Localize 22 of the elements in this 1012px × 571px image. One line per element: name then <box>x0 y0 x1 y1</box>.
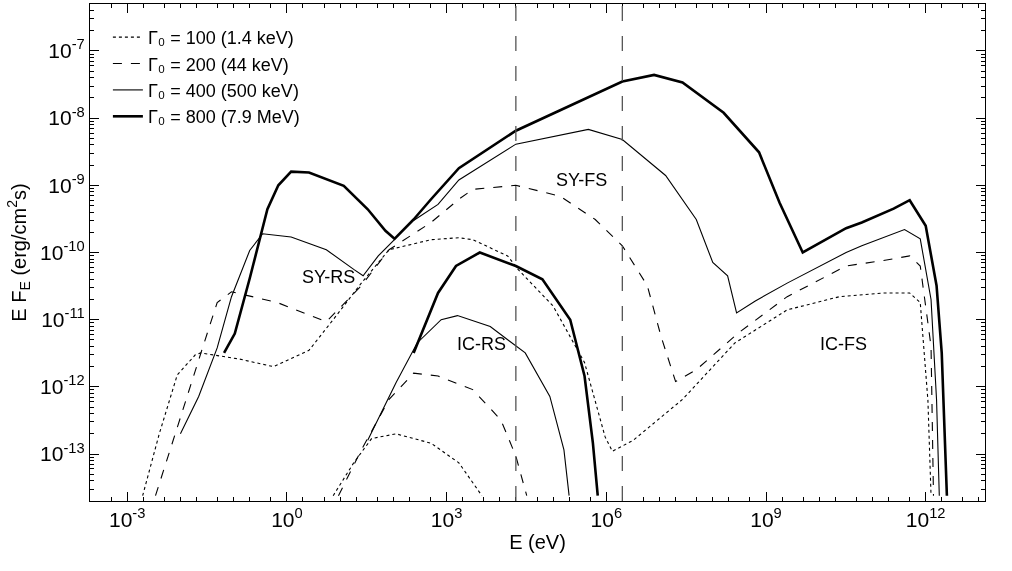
x-tick-label: 10$^{12}$ <box>905 505 946 532</box>
legend-label: Γ₀ = 400 (500 keV) <box>147 80 299 101</box>
x-tick-label: 10$^{-3}$ <box>109 505 146 532</box>
annotation: SY-RS <box>302 267 356 287</box>
y-tick-label: 10$^{-11}$ <box>41 305 85 332</box>
y-tick-label: 10$^{-13}$ <box>40 439 85 466</box>
x-tick-label: 10$^{9}$ <box>750 505 782 532</box>
x-axis-title: E (eV) <box>509 530 566 553</box>
y-tick-label: 10$^{-7}$ <box>48 36 85 63</box>
y-tick-label: 10$^{-12}$ <box>40 372 85 399</box>
y-tick-label: 10$^{-10}$ <box>40 238 85 264</box>
x-tick-label: 10$^{6}$ <box>590 505 623 532</box>
legend-label: Γ₀ = 100 (1.4 keV) <box>147 28 294 49</box>
annotation: IC-FS <box>820 334 867 354</box>
x-tick-label: 10$^{3}$ <box>430 505 463 532</box>
legend-label: Γ₀ = 800 (7.9 MeV) <box>147 107 300 128</box>
y-tick-label: 10$^{-9}$ <box>48 170 85 197</box>
annotation: SY-FS <box>556 170 608 190</box>
legend-label: Γ₀ = 200 (44 keV) <box>147 54 289 75</box>
y-tick-label: 10$^{-8}$ <box>48 103 85 130</box>
annotation: IC-RS <box>457 334 506 354</box>
x-tick-label: 10$^{0}$ <box>271 505 303 532</box>
